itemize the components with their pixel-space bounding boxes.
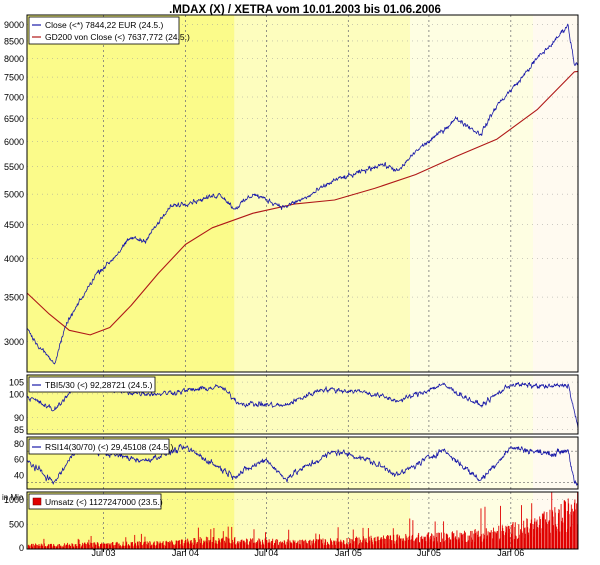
price-tick-label: 8000 <box>4 54 24 64</box>
volume-tick-label: 0 <box>19 543 24 553</box>
band-pale-price <box>533 15 578 372</box>
legend-entry: Umsatz (<) 1127247000 (23.5.) <box>45 497 163 507</box>
chart-title: .MDAX (X) / XETRA vom 10.01.2003 bis 01.… <box>169 4 441 16</box>
volume-unit-label: in Mio <box>2 493 24 502</box>
price-tick-label: 3000 <box>4 337 24 347</box>
panel-frame-volume <box>26 491 579 550</box>
legend-entry: TBI5/30 (<) 92,28721 (24.5.) <box>45 380 153 390</box>
legend-entry: RSI14(30/70) (<) 29,45108 (24.5.) <box>45 442 173 452</box>
rsi-tick-label: 80 <box>14 439 24 449</box>
tbi-tick-label: 90 <box>14 413 24 423</box>
price-tick-label: 7000 <box>4 93 24 103</box>
price-tick-label: 3500 <box>4 293 24 303</box>
price-tick-label: 6000 <box>4 137 24 147</box>
x-tick-label: Jul 04 <box>254 548 278 558</box>
band-mid-price <box>234 15 411 372</box>
volume-tick-label: 1000 <box>4 495 24 505</box>
tbi-tick-label: 105 <box>9 378 24 388</box>
x-tick-label: Jan 04 <box>172 548 199 558</box>
legend-volume: Umsatz (<) 1127247000 (23.5.) <box>28 493 163 510</box>
volume-tick-label: 500 <box>9 520 24 530</box>
price-tick-label: 7500 <box>4 73 24 83</box>
legend-rsi: RSI14(30/70) (<) 29,45108 (24.5.) <box>28 438 173 455</box>
price-tick-label: 9000 <box>4 20 24 30</box>
rsi-tick-label: 40 <box>14 470 24 480</box>
price-tick-label: 4000 <box>4 254 24 264</box>
band-strong-price <box>27 15 235 372</box>
legend-swatch <box>32 497 42 506</box>
band-pale-tbi <box>533 375 578 434</box>
x-tick-label: Jul 05 <box>417 548 441 558</box>
band-pale-rsi <box>533 437 578 489</box>
price-tick-label: 8500 <box>4 36 24 46</box>
x-tick-label: Jan 06 <box>497 548 524 558</box>
band-light-price <box>410 15 534 372</box>
x-tick-label: Jul 03 <box>92 548 116 558</box>
panel-frame-price <box>26 14 579 373</box>
price-tick-label: 5000 <box>4 190 24 200</box>
price-tick-label: 4500 <box>4 220 24 230</box>
close-line <box>26 23 579 365</box>
legend-box <box>28 16 180 45</box>
legend-price: Close (<*) 7844,22 EUR (24.5.) GD200 von … <box>28 16 190 45</box>
tbi-tick-label: 100 <box>9 389 24 399</box>
gd200-line <box>26 70 579 336</box>
band-light-rsi <box>410 437 534 489</box>
tbi-tick-label: 85 <box>14 425 24 435</box>
legend-box <box>28 376 156 393</box>
panel-frame-rsi <box>26 436 579 490</box>
rsi-line <box>26 444 579 487</box>
band-mid-rsi <box>234 437 411 489</box>
rsi-tick-label: 60 <box>14 455 24 465</box>
price-tick-label: 5500 <box>4 162 24 172</box>
x-tick-label: Jan 05 <box>335 548 362 558</box>
panel-frame-tbi <box>26 374 579 435</box>
legend-box <box>28 438 170 455</box>
legend-tbi: TBI5/30 (<) 92,28721 (24.5.) <box>28 376 156 393</box>
price-tick-label: 6500 <box>4 114 24 124</box>
legend-entry: GD200 von Close (<) 7637,772 (24.5.) <box>45 32 190 42</box>
legend-box <box>28 493 162 510</box>
volume-bars <box>26 492 579 549</box>
band-mid-tbi <box>234 375 411 434</box>
legend-entry: Close (<*) 7844,22 EUR (24.5.) <box>45 20 164 30</box>
